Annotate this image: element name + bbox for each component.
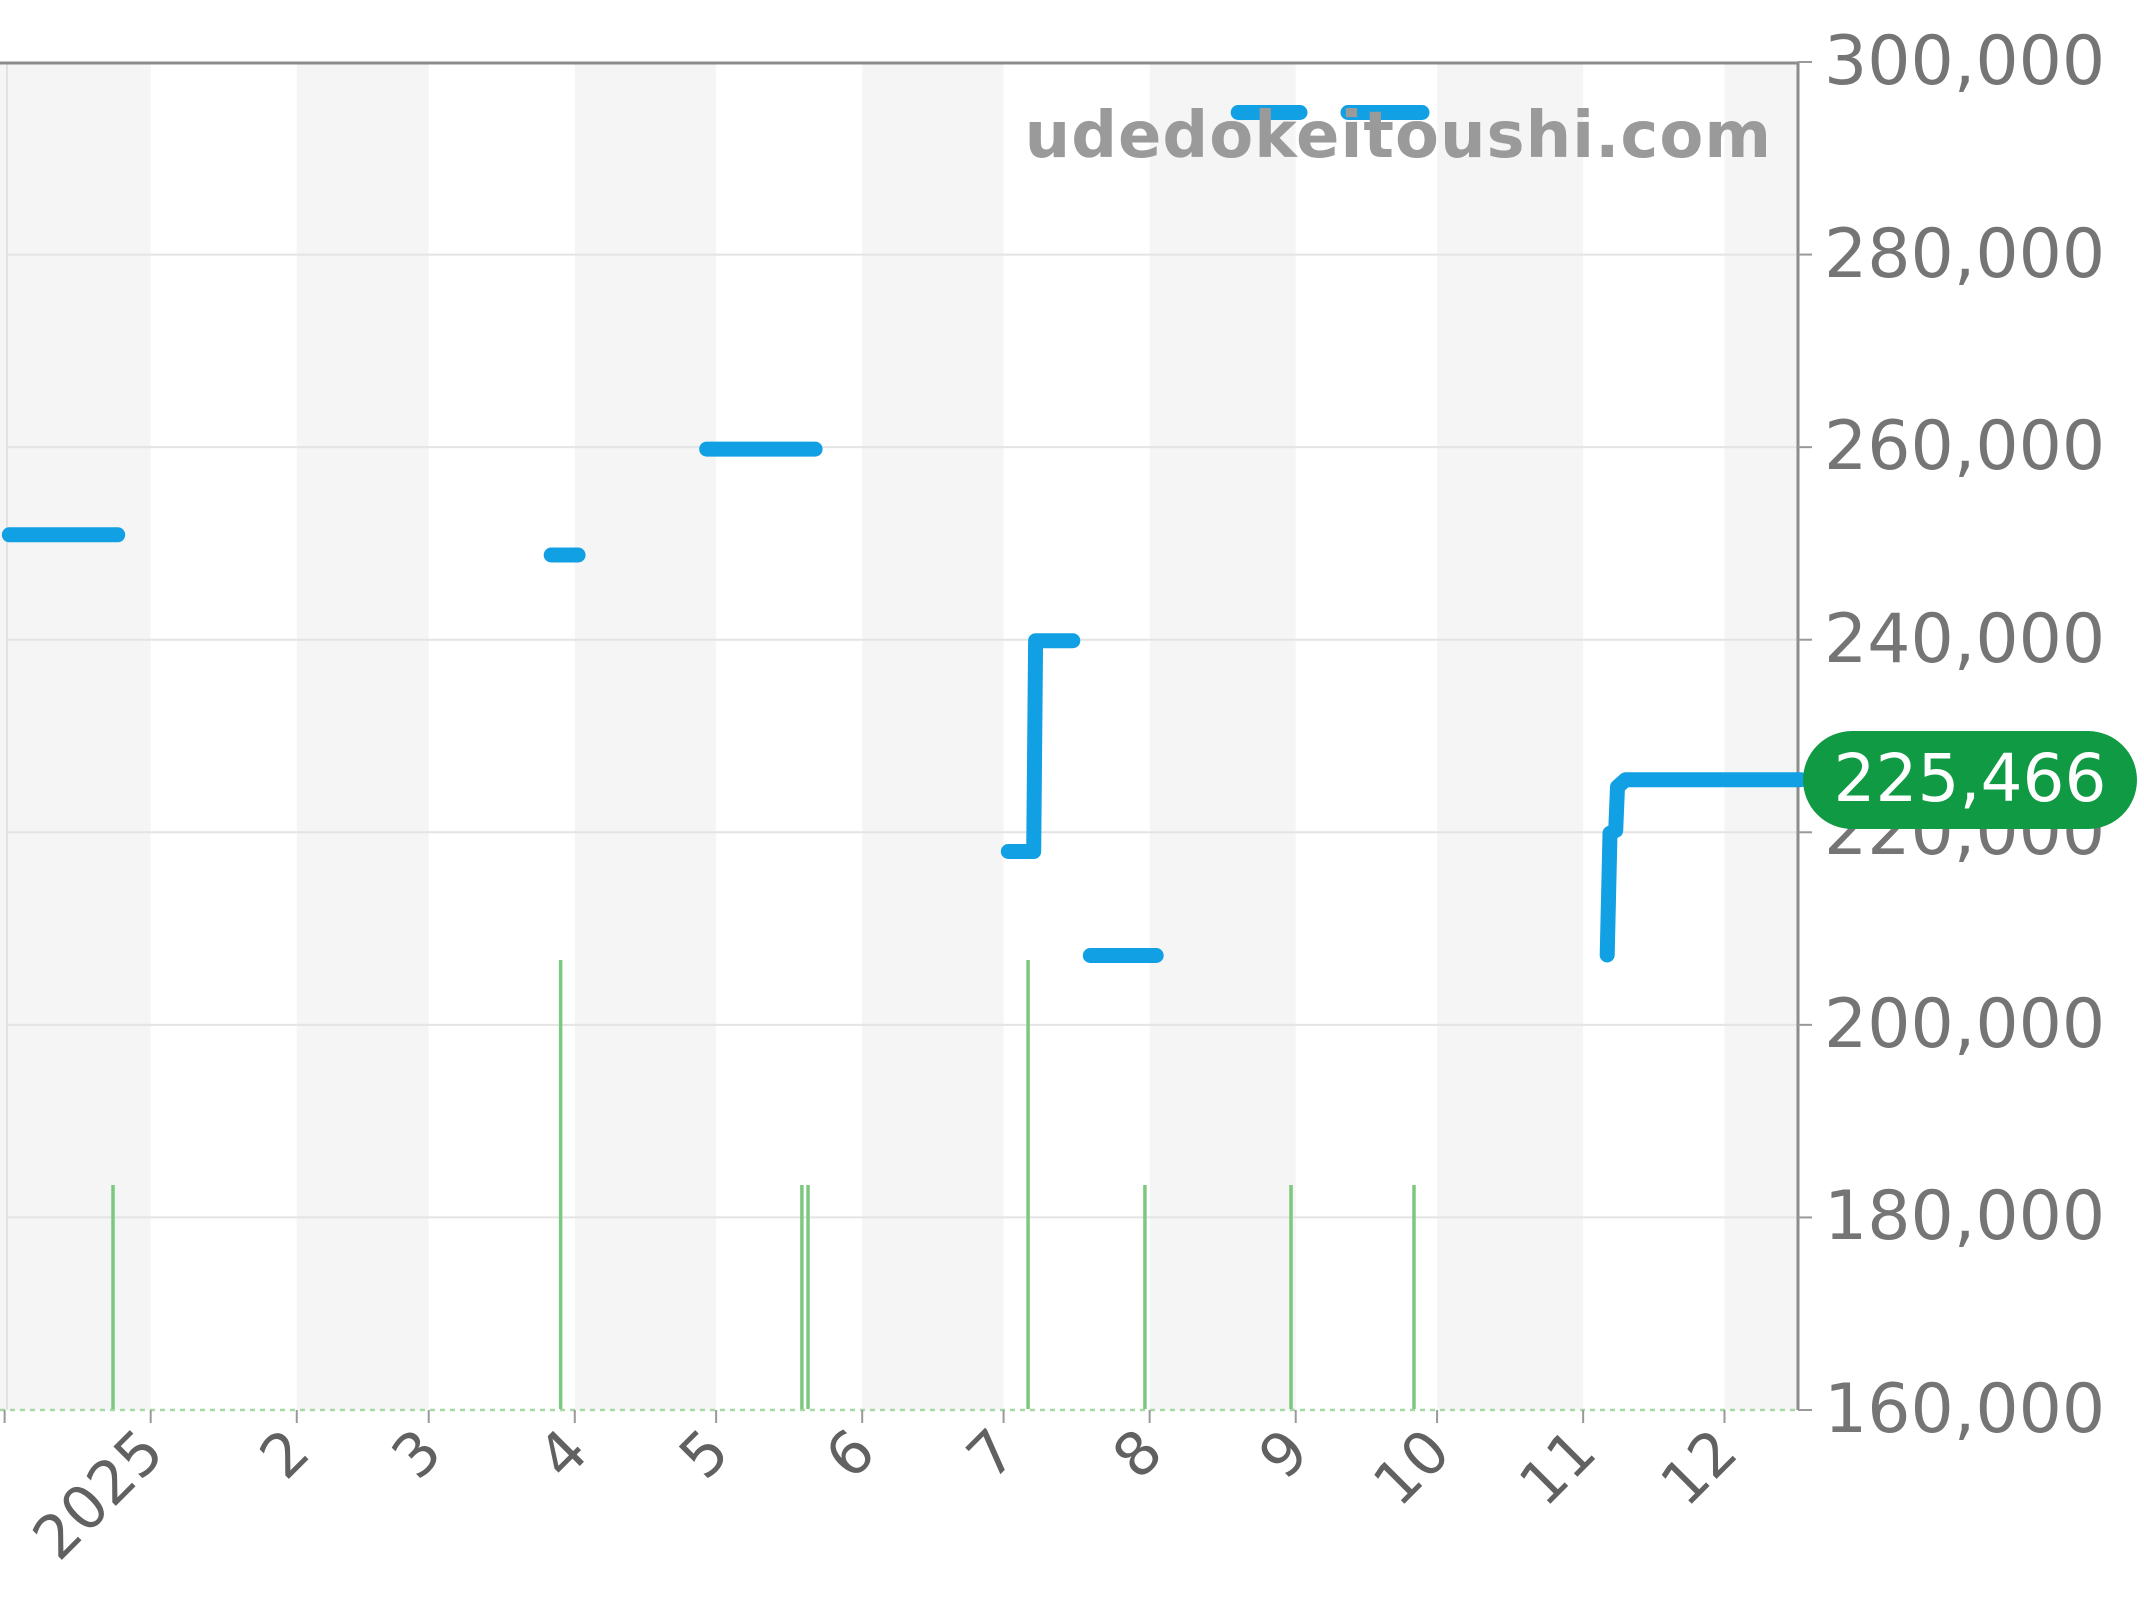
x-axis-label: 12 bbox=[1648, 1416, 1751, 1519]
x-axis-label: 6 bbox=[812, 1416, 889, 1493]
y-axis-label: 180,000 bbox=[1824, 1177, 2106, 1257]
month-band bbox=[1437, 62, 1584, 1410]
price-line-segment bbox=[1000, 633, 1081, 859]
watermark: udedokeitoushi.com bbox=[1024, 99, 1772, 173]
y-axis-label: 160,000 bbox=[1824, 1370, 2106, 1449]
x-axis-label: 8 bbox=[1100, 1416, 1177, 1493]
y-axis-label: 300,000 bbox=[1824, 22, 2106, 101]
x-axis-label: 11 bbox=[1506, 1416, 1609, 1519]
x-axis-label: 2 bbox=[247, 1416, 324, 1493]
x-axis-label: 10 bbox=[1360, 1416, 1463, 1519]
month-band bbox=[296, 62, 429, 1410]
month-band bbox=[1724, 62, 1798, 1410]
x-axis-label: 9 bbox=[1246, 1416, 1323, 1493]
y-axis-label: 200,000 bbox=[1824, 984, 2106, 1064]
month-band bbox=[1149, 62, 1296, 1410]
price-line-segment bbox=[1599, 772, 1809, 963]
x-axis-label: 4 bbox=[525, 1416, 602, 1493]
y-axis-label: 240,000 bbox=[1824, 599, 2106, 679]
y-axis-label: 280,000 bbox=[1824, 214, 2106, 294]
month-band bbox=[574, 62, 717, 1410]
x-axis-label: 3 bbox=[379, 1416, 456, 1493]
x-axis-label: 2025 bbox=[20, 1416, 177, 1573]
month-band bbox=[862, 62, 1004, 1410]
current-price-badge: 225,466 bbox=[1803, 730, 2137, 829]
month-band bbox=[0, 62, 151, 1410]
x-axis-label: 5 bbox=[666, 1416, 743, 1493]
y-axis-label: 260,000 bbox=[1824, 407, 2106, 487]
x-axis-label: 7 bbox=[954, 1416, 1031, 1493]
